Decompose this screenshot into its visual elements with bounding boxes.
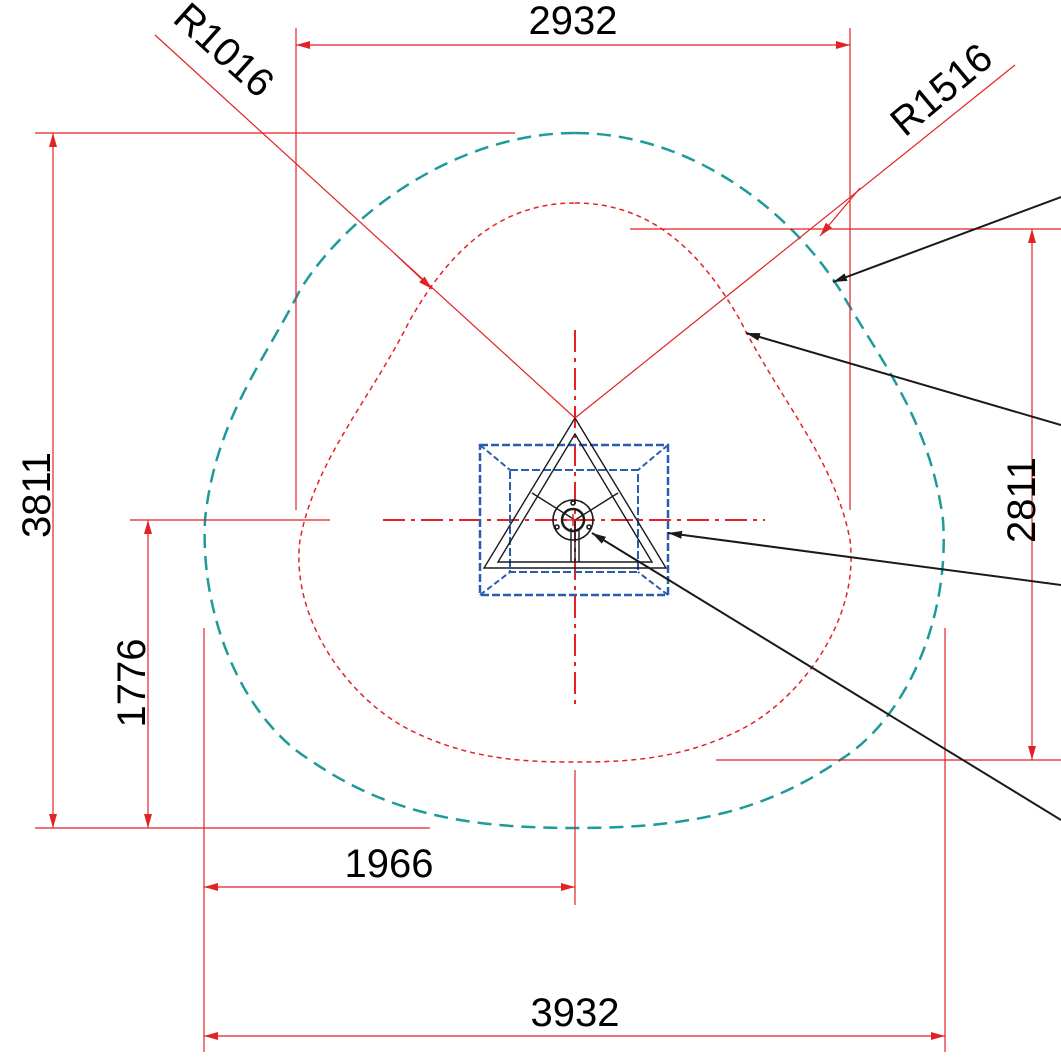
footprint-corner — [479, 444, 511, 471]
callout-leader-inner-zone — [745, 332, 1061, 426]
footprint-corner — [637, 444, 669, 471]
footprint-corner — [479, 571, 511, 596]
outer-safety-zone — [203, 131, 945, 830]
callout-leader-footprint — [667, 530, 1061, 586]
radius-leader-inner — [154, 34, 576, 419]
dim-top-width-label: 2932 — [529, 0, 618, 43]
radius-leader-outer — [574, 64, 1016, 419]
callout-leader-outer-zone — [832, 196, 1061, 283]
extension-lines — [35, 28, 1061, 1052]
callout-leader-hub — [591, 532, 1061, 821]
dim-left-partial-label: 1776 — [110, 639, 154, 728]
dim-radius-inner-label: R1016 — [165, 0, 282, 106]
radius-arrow-inner — [394, 253, 433, 290]
footprint-corner — [637, 571, 669, 596]
dim-bottom-half-label: 1966 — [345, 842, 434, 886]
footprint-outer — [478, 443, 670, 597]
radius-arrow-outer — [819, 187, 861, 237]
triangle-frame — [482, 416, 668, 569]
dim-right-height-label: 2811 — [1000, 457, 1044, 543]
dim-bottom-width-label: 3932 — [531, 991, 620, 1035]
dim-left-total-label: 3811 — [15, 452, 59, 538]
center-hub — [552, 499, 594, 541]
